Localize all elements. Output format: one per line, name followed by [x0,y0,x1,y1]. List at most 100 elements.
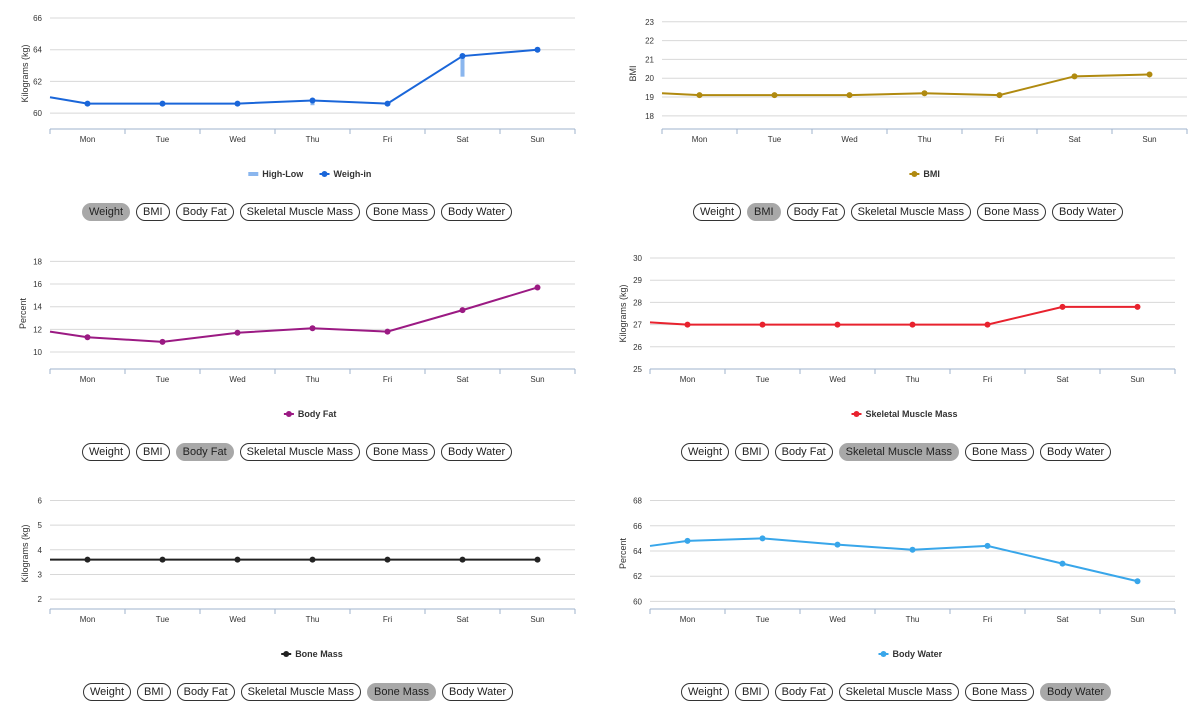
y-tick-label: 6 [38,496,43,505]
y-tick-label: 22 [645,37,654,46]
tab-body-water[interactable]: Body Water [1052,203,1124,221]
tab-bone-mass[interactable]: Bone Mass [366,203,436,221]
y-tick-label: 64 [33,46,42,55]
tab-skeletal-muscle-mass[interactable]: Skeletal Muscle Mass [239,203,361,221]
y-tick-label: 18 [33,257,42,266]
x-tick-label: Sun [1142,135,1156,144]
x-tick-label: Sat [456,375,469,384]
x-tick-label: Fri [983,615,993,624]
tab-bone-mass[interactable]: Bone Mass [366,443,436,461]
tab-body-water[interactable]: Body Water [441,443,513,461]
body-fat-point [459,307,466,314]
tab-skeletal-muscle-mass[interactable]: Skeletal Muscle Mass [239,443,361,461]
tab-bmi[interactable]: BMI [735,443,769,461]
tab-bone-mass[interactable]: Bone Mass [965,683,1035,701]
y-tick-label: 10 [33,348,42,357]
tab-body-water[interactable]: Body Water [1040,683,1112,701]
legend-marker-bmi [911,171,918,177]
bmi-line [661,73,1150,97]
y-tick-label: 68 [633,497,642,506]
legend-label-bone-mass: Bone Mass [295,649,343,659]
metric-tabs: Weight BMI Body Fat Skeletal Muscle Mass Bon… [82,443,513,461]
body-water-point [984,542,991,549]
tab-weight[interactable]: Weight [82,203,131,221]
tab-bmi[interactable]: BMI [137,683,171,701]
tab-bone-mass[interactable]: Bone Mass [367,683,437,701]
bone-mass-chart: 2 3 4 5 6 Mon Tue Wed Thu Fri Sat Sun Kilograms (kg)… [20,496,576,659]
body-water-chart-panel: 60 62 64 66 68 Mon Tue Wed Thu Fri Sat Sun Percent Bo… [600,480,1200,720]
weigh-in-point [234,100,241,107]
tab-skeletal-muscle-mass[interactable]: Skeletal Muscle Mass [838,683,960,701]
weight-chart-panel: 60 62 64 66 Mon Tue Wed Thu Fri Sat Sun Kilograms (… [0,0,600,240]
skeletal-muscle-mass-point [909,321,916,328]
y-tick-label: 60 [633,597,642,606]
tab-bone-mass[interactable]: Bone Mass [977,203,1047,221]
tab-body-fat[interactable]: Body Fat [786,203,845,221]
body-water-line [649,537,1138,583]
body-water-point [1059,560,1066,567]
tab-skeletal-muscle-mass[interactable]: Skeletal Muscle Mass [240,683,362,701]
x-tick-label: Sun [530,135,544,144]
y-tick-label: 2 [38,595,43,604]
tab-skeletal-muscle-mass[interactable]: Skeletal Muscle Mass [850,203,972,221]
tab-bmi[interactable]: BMI [136,203,170,221]
tab-bone-mass[interactable]: Bone Mass [965,443,1035,461]
bmi-point [921,90,928,97]
x-tick-label: Fri [383,375,393,384]
body-fat-point [234,329,241,336]
tab-body-water[interactable]: Body Water [441,203,513,221]
weigh-in-point [309,97,316,104]
legend-marker-skeletal-muscle-mass [853,411,860,417]
tab-body-water[interactable]: Body Water [442,683,514,701]
x-tick-label: Sun [530,615,544,624]
y-tick-label: 30 [633,254,642,263]
x-tick-label: Thu [906,375,920,384]
tab-body-fat[interactable]: Body Fat [774,443,833,461]
y-tick-label: 20 [645,74,654,83]
legend-marker-weigh-in [321,171,328,177]
tab-bmi[interactable]: BMI [735,683,769,701]
tab-bmi[interactable]: BMI [136,443,170,461]
tab-body-fat[interactable]: Body Fat [176,683,235,701]
y-tick-label: 29 [633,276,642,285]
tab-bmi[interactable]: BMI [747,203,781,221]
legend-label-body-fat: Body Fat [298,409,337,419]
legend-label-bmi: BMI [923,169,940,179]
tab-weight[interactable]: Weight [681,683,730,701]
bmi-chart: 18 19 20 21 22 23 Mon Tue Wed Thu Fri Sat Sun BMI BMI [628,18,1188,179]
body-water-point [1134,578,1141,585]
body-fat-point [84,334,91,341]
bone-mass-chart-panel: 2 3 4 5 6 Mon Tue Wed Thu Fri Sat Sun Kilograms (kg)… [0,480,600,720]
x-tick-label: Thu [306,375,320,384]
x-tick-label: Wed [229,375,245,384]
tab-body-fat[interactable]: Body Fat [175,443,234,461]
y-axis-title: Percent [18,297,28,329]
y-tick-label: 28 [633,298,642,307]
tab-weight[interactable]: Weight [681,443,730,461]
bone-mass-point [159,556,166,563]
tab-weight[interactable]: Weight [83,683,132,701]
tab-body-water[interactable]: Body Water [1040,443,1112,461]
tab-body-fat[interactable]: Body Fat [774,683,833,701]
skeletal-muscle-mass-line [649,305,1138,326]
bone-mass-point [384,556,391,563]
x-tick-label: Sun [1130,615,1144,624]
x-tick-label: Wed [229,615,245,624]
tab-body-fat[interactable]: Body Fat [175,203,234,221]
body-fat-point [309,325,316,332]
x-tick-label: Fri [995,135,1005,144]
body-water-point [759,535,766,542]
y-tick-label: 66 [633,522,642,531]
y-axis-title: Kilograms (kg) [20,524,30,582]
skeletal-muscle-mass-point [984,321,991,328]
metric-tabs: Weight BMI Body Fat Skeletal Muscle Mass Bon… [681,443,1112,461]
x-tick-label: Mon [80,615,96,624]
tab-skeletal-muscle-mass[interactable]: Skeletal Muscle Mass [838,443,960,461]
x-tick-label: Thu [306,135,320,144]
legend-symbol-high-low [248,172,259,176]
tab-weight[interactable]: Weight [82,443,131,461]
x-tick-label: Wed [841,135,857,144]
x-tick-label: Thu [306,615,320,624]
tab-weight[interactable]: Weight [693,203,742,221]
skeletal-muscle-mass-point [1059,303,1066,310]
